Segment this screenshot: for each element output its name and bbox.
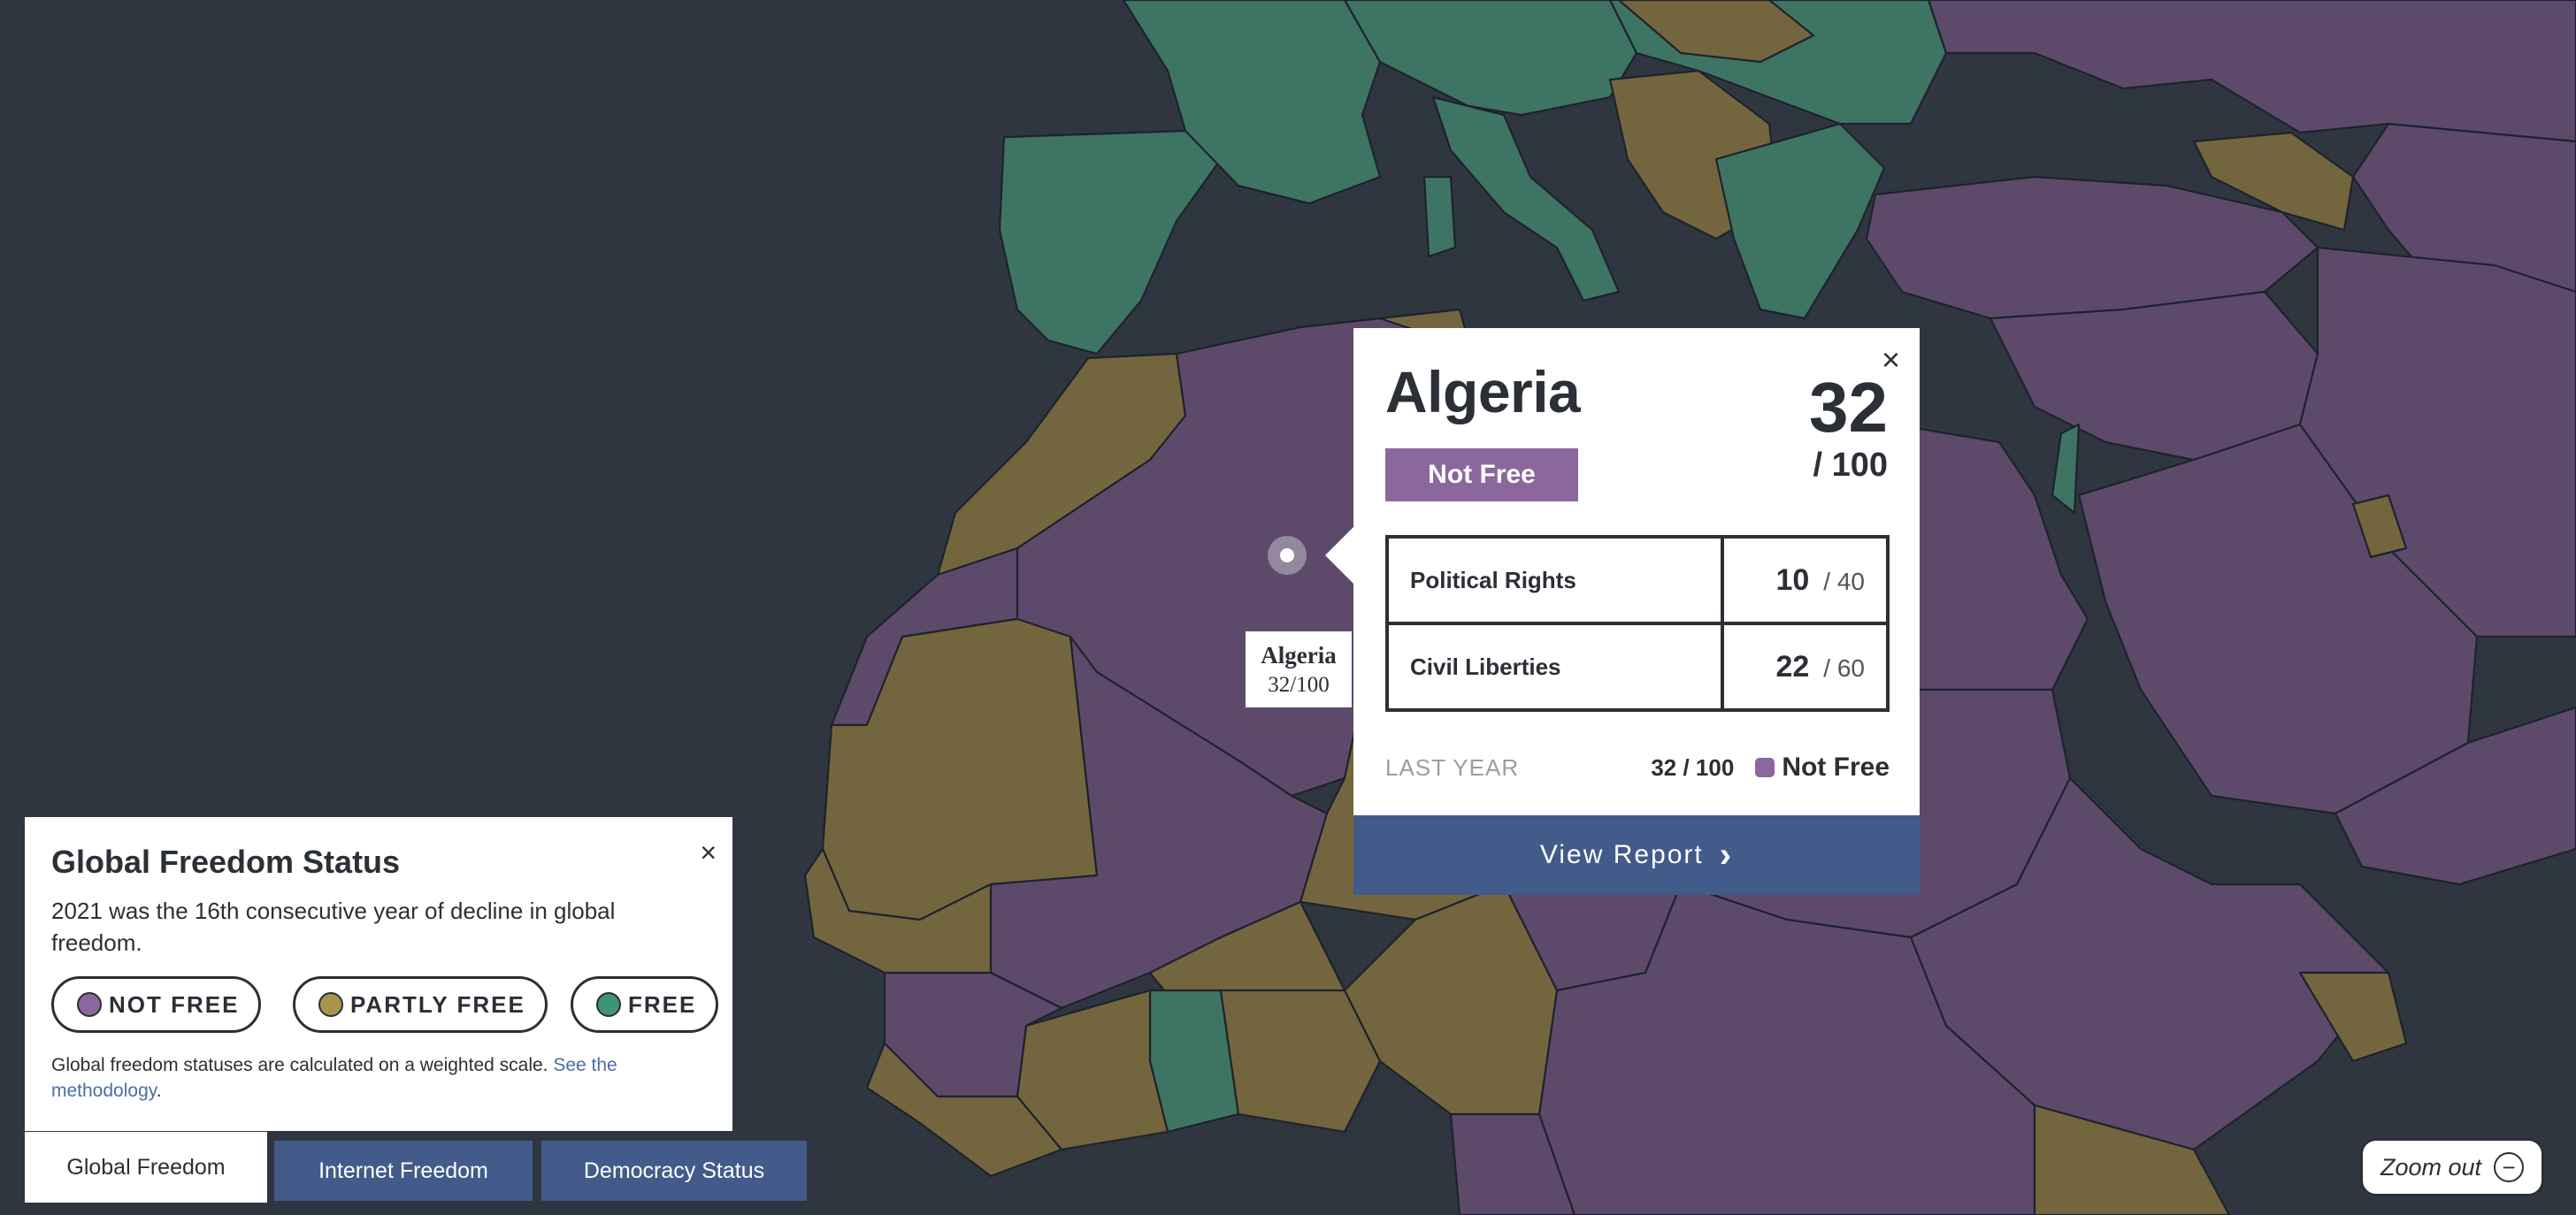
country-east-africa-partly[interactable]: [2033, 1104, 2231, 1215]
country-sierra-leone-liberia[interactable]: [865, 1042, 1063, 1178]
row-max: / 40: [1823, 567, 1865, 595]
map-label-country: Algeria: [1261, 642, 1337, 669]
row-value: 22 / 60: [1721, 622, 1890, 712]
country-belarus-ukraine[interactable]: [1617, 0, 1815, 64]
legend-item-label: NOT FREE: [109, 990, 240, 1018]
country-israel[interactable]: [2051, 423, 2081, 515]
last-year-label: LAST YEAR: [1385, 753, 1520, 781]
last-year-status-swatch: [1755, 758, 1775, 777]
legend-filter-not-free[interactable]: NOT FREE: [51, 976, 262, 1033]
legend-dot-icon: [77, 992, 102, 1017]
country-russia-west[interactable]: [1927, 0, 2576, 143]
legend-panel: × Global Freedom Status 2021 was the 16t…: [25, 817, 732, 1131]
row-max: / 60: [1823, 653, 1865, 682]
country-greece-bulgaria[interactable]: [1714, 122, 1886, 320]
row-value: 10 / 40: [1721, 535, 1890, 625]
country-senegal[interactable]: [803, 847, 993, 974]
legend-title: Global Freedom Status: [51, 844, 401, 880]
minus-circle-icon: −: [2494, 1152, 2525, 1182]
legend-description: 2021 was the 16th consecutive year of de…: [51, 898, 616, 956]
map-location-marker-icon[interactable]: [1268, 536, 1307, 575]
country-italy[interactable]: [1431, 96, 1621, 302]
total-score: 32 / 100: [1809, 372, 1888, 485]
row-score: 22: [1775, 649, 1810, 684]
total-score-max: / 100: [1813, 447, 1888, 484]
total-score-value: 32: [1809, 368, 1888, 447]
popup-pointer: [1325, 527, 1353, 584]
popup-country-name: Algeria: [1385, 359, 1581, 424]
last-year-status: Not Free: [1782, 753, 1890, 782]
country-sardinia[interactable]: [1422, 175, 1457, 258]
legend-dot-icon: [596, 992, 621, 1017]
legend-note-text: Global freedom statuses are calculated o…: [51, 1055, 548, 1075]
view-report-label: View Report: [1539, 840, 1704, 869]
legend-note-end: .: [156, 1081, 162, 1101]
map-hover-label: Algeria 32/100: [1246, 631, 1352, 707]
zoom-out-button[interactable]: Zoom out −: [2360, 1138, 2544, 1196]
tab-democracy-status[interactable]: Democracy Status: [541, 1141, 807, 1201]
legend-item-label: FREE: [628, 990, 697, 1018]
zoom-out-label: Zoom out: [2380, 1153, 2482, 1181]
legend-filter-partly-free[interactable]: PARTLY FREE: [293, 976, 548, 1033]
country-gulf-partly[interactable]: [2351, 493, 2408, 559]
last-year: LAST YEAR 32 / 100 Not Free: [1385, 753, 1890, 783]
row-label: Political Rights: [1385, 535, 1724, 625]
legend-filter-free[interactable]: FREE: [571, 976, 719, 1033]
close-icon[interactable]: ×: [700, 837, 717, 868]
close-icon[interactable]: ×: [1881, 341, 1900, 378]
country-somaliland[interactable]: [2298, 971, 2408, 1063]
country-yemen-oman[interactable]: [2334, 706, 2576, 886]
chevron-right-icon: ›: [1719, 835, 1734, 875]
legend-dot-icon: [318, 992, 343, 1017]
map-label-score: 32/100: [1268, 673, 1330, 697]
country-popup: × Algeria Not Free 32 / 100 Political Ri…: [1353, 328, 1920, 815]
country-caucasus[interactable]: [2192, 131, 2355, 232]
table-row: Civil Liberties 22 / 60: [1385, 622, 1890, 712]
row-score: 10: [1775, 562, 1810, 597]
tab-global-freedom[interactable]: Global Freedom: [25, 1132, 267, 1203]
legend-note: Global freedom statuses are calculated o…: [51, 1052, 706, 1104]
tab-internet-freedom[interactable]: Internet Freedom: [274, 1141, 533, 1201]
country-benin-togo[interactable]: [1219, 989, 1382, 1134]
row-label: Civil Liberties: [1385, 622, 1724, 712]
legend-item-label: PARTLY FREE: [350, 990, 525, 1018]
status-badge: Not Free: [1385, 448, 1578, 501]
country-cameroon[interactable]: [1449, 1112, 1576, 1215]
table-row: Political Rights 10 / 40: [1385, 535, 1890, 625]
view-report-button[interactable]: View Report ›: [1353, 815, 1920, 895]
score-table: Political Rights 10 / 40 Civil Liberties …: [1385, 535, 1890, 712]
methodology-link[interactable]: See the methodology: [51, 1055, 617, 1101]
last-year-score: 32 / 100: [1651, 753, 1735, 781]
